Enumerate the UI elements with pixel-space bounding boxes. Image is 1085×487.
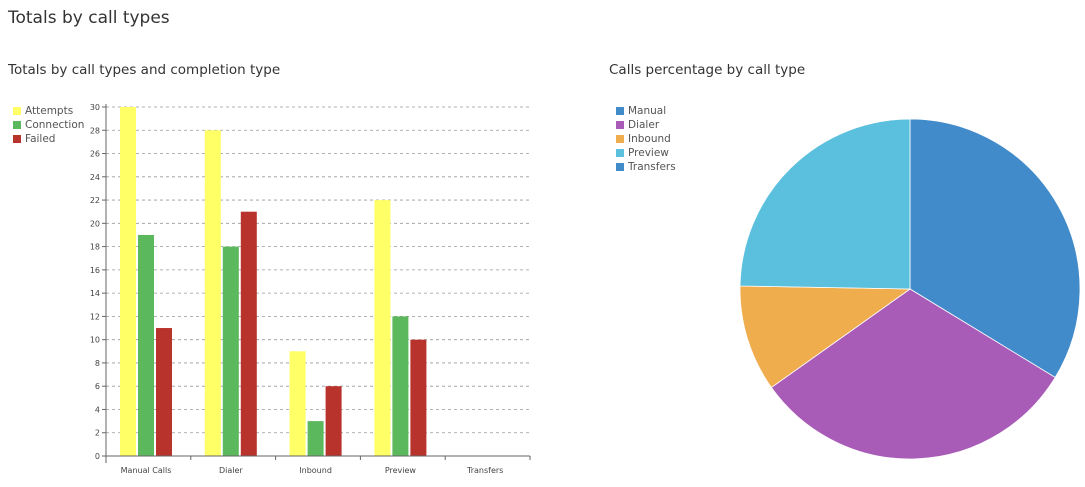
legend-label-attempts: Attempts: [25, 105, 74, 117]
legend-item-transfers[interactable]: Transfers: [616, 160, 676, 174]
y-tick-label: 6: [95, 382, 100, 391]
y-tick-label: 4: [95, 405, 100, 414]
y-tick-label: 26: [90, 150, 100, 159]
legend-label-dialer: Dialer: [628, 119, 660, 131]
y-tick-label: 16: [90, 266, 100, 275]
y-tick-label: 30: [90, 103, 100, 112]
legend-swatch-preview: [616, 149, 624, 157]
legend-label-preview: Preview: [628, 147, 669, 159]
legend-item-connection[interactable]: Connection: [13, 118, 84, 132]
legend-label-inbound: Inbound: [628, 133, 671, 145]
bar-failed-manual-calls[interactable]: [156, 328, 172, 456]
pie-chart-title: Calls percentage by call type: [609, 62, 806, 78]
bar-failed-preview[interactable]: [410, 339, 427, 456]
x-tick-label: Transfers: [466, 466, 503, 475]
bar-connection-dialer[interactable]: [222, 246, 239, 456]
bar-attempts-inbound[interactable]: [289, 351, 306, 456]
legend-item-attempts[interactable]: Attempts: [13, 104, 84, 118]
bar-connection-inbound[interactable]: [307, 421, 324, 456]
legend-label-manual: Manual: [628, 105, 667, 117]
bar-connection-preview[interactable]: [392, 316, 409, 456]
page-title: Totals by call types: [8, 8, 170, 28]
y-tick-label: 2: [95, 429, 100, 438]
x-tick-label: Manual Calls: [121, 466, 172, 475]
x-tick-label: Preview: [385, 466, 417, 475]
y-tick-label: 10: [90, 336, 100, 345]
legend-label-transfers: Transfers: [628, 161, 676, 173]
legend-swatch-inbound: [616, 135, 624, 143]
bar-series: [120, 107, 427, 456]
legend-item-failed[interactable]: Failed: [13, 132, 84, 146]
y-tick-label: 20: [90, 219, 100, 228]
legend-label-failed: Failed: [25, 133, 56, 145]
legend-swatch-manual: [616, 107, 624, 115]
y-tick-label: 22: [90, 196, 100, 205]
legend-item-dialer[interactable]: Dialer: [616, 118, 676, 132]
legend-item-manual[interactable]: Manual: [616, 104, 676, 118]
y-tick-label: 24: [90, 173, 100, 182]
x-tick-label: Inbound: [299, 466, 332, 475]
bar-attempts-dialer[interactable]: [204, 130, 221, 456]
legend-swatch-connection: [13, 121, 21, 129]
bar-failed-inbound[interactable]: [325, 386, 342, 456]
bar-chart-title: Totals by call types and completion type: [8, 62, 281, 78]
pie-slice-manual[interactable]: [909, 118, 1081, 378]
pie-slice-dialer[interactable]: [770, 288, 1056, 460]
y-tick-label: 18: [90, 243, 100, 252]
legend-swatch-transfers: [616, 163, 624, 171]
pie-slices: [739, 118, 1081, 460]
legend-swatch-failed: [13, 135, 21, 143]
y-tick-label: 28: [90, 126, 100, 135]
legend-item-inbound[interactable]: Inbound: [616, 132, 676, 146]
bar-attempts-manual-calls[interactable]: [120, 107, 136, 456]
y-tick-label: 14: [90, 289, 100, 298]
pie-chart-legend: Manual Dialer Inbound Preview Transfers: [616, 104, 676, 174]
legend-swatch-attempts: [13, 107, 21, 115]
pie-slice-preview[interactable]: [739, 118, 911, 290]
legend-swatch-dialer: [616, 121, 624, 129]
bar-chart-legend: Attempts Connection Failed: [13, 104, 84, 146]
bar-connection-manual-calls[interactable]: [138, 234, 154, 456]
x-tick-label: Dialer: [219, 466, 243, 475]
bar-failed-dialer[interactable]: [240, 211, 257, 456]
legend-label-connection: Connection: [25, 119, 85, 131]
legend-item-preview[interactable]: Preview: [616, 146, 676, 160]
y-tick-label: 0: [95, 452, 100, 461]
pie-slice-inbound[interactable]: [739, 285, 912, 389]
bar-attempts-preview[interactable]: [374, 200, 391, 456]
y-tick-label: 8: [95, 359, 100, 368]
y-tick-label: 12: [90, 312, 100, 321]
